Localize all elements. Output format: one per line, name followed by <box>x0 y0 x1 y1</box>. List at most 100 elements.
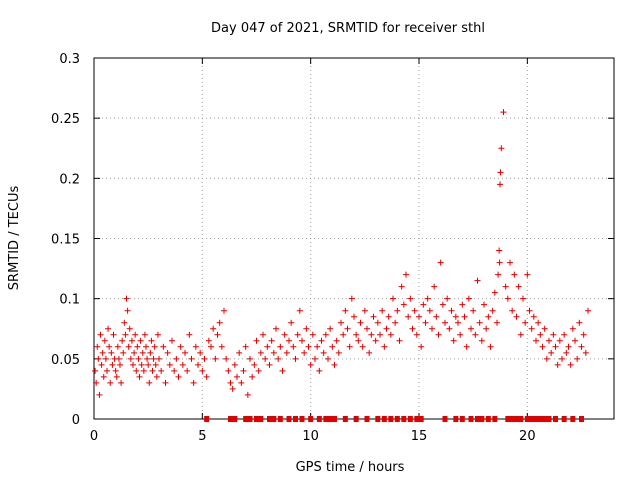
data-point-marker <box>133 367 140 374</box>
data-point-marker <box>156 355 162 362</box>
data-point-marker <box>556 337 563 344</box>
data-point-marker <box>138 361 145 368</box>
data-point-marker <box>500 109 507 116</box>
data-point-marker <box>270 349 277 356</box>
zero-point-marker <box>247 416 253 422</box>
data-point-marker <box>190 379 197 386</box>
data-point-marker <box>504 295 511 302</box>
data-point-marker <box>550 331 557 338</box>
zero-point-marker <box>228 416 233 422</box>
data-point-marker <box>141 331 148 338</box>
zero-point-marker <box>204 416 210 422</box>
zero-point-marker <box>529 416 535 422</box>
zero-point-marker <box>468 416 474 422</box>
data-point-marker <box>192 343 199 350</box>
data-point-marker <box>320 349 327 356</box>
data-point-marker <box>327 325 334 332</box>
data-point-marker <box>100 373 107 380</box>
zero-point-marker <box>509 416 515 422</box>
data-point-marker <box>162 379 169 386</box>
data-point-marker <box>112 367 119 374</box>
zero-point-marker <box>394 416 400 422</box>
data-point-marker <box>322 331 329 338</box>
data-point-marker <box>210 325 217 332</box>
zero-point-marker <box>505 416 511 422</box>
zero-point-marker <box>381 416 387 422</box>
zero-point-marker <box>271 416 277 422</box>
data-point-marker <box>578 343 585 350</box>
zero-point-marker <box>442 416 448 422</box>
data-point-marker <box>114 343 121 350</box>
data-point-marker <box>576 319 583 326</box>
data-point-marker <box>197 349 204 356</box>
data-point-marker <box>433 313 440 320</box>
data-point-marker <box>444 295 451 302</box>
data-point-marker <box>422 319 429 326</box>
data-point-marker <box>160 343 167 350</box>
data-point-marker <box>435 331 442 338</box>
data-point-marker <box>216 319 223 326</box>
data-point-marker <box>132 331 139 338</box>
data-point-marker <box>355 337 362 344</box>
data-point-marker <box>351 313 357 320</box>
data-point-marker <box>94 343 101 350</box>
data-point-marker <box>379 307 386 314</box>
x-tick-label: 15 <box>411 429 428 444</box>
data-point-marker <box>110 331 117 338</box>
data-point-marker <box>325 355 331 362</box>
data-point-marker <box>416 313 422 320</box>
data-point-marker <box>214 331 221 338</box>
data-point-marker <box>139 349 146 356</box>
data-point-marker <box>179 361 186 368</box>
data-point-marker <box>563 349 570 356</box>
data-point-marker <box>296 307 303 314</box>
zero-point-marker <box>277 416 283 422</box>
data-point-marker <box>144 355 151 362</box>
data-point-marker <box>158 367 165 374</box>
zero-point-marker <box>537 416 543 422</box>
data-point-marker <box>97 331 104 338</box>
data-point-marker <box>247 355 253 362</box>
data-point-marker <box>452 313 459 320</box>
data-point-marker <box>359 343 366 350</box>
data-point-marker <box>120 349 127 356</box>
data-point-marker <box>151 343 158 350</box>
data-point-marker <box>522 319 529 326</box>
data-point-marker <box>476 319 483 326</box>
data-point-marker <box>234 373 240 380</box>
data-point-marker <box>205 337 212 344</box>
data-point-marker <box>268 337 275 344</box>
data-point-marker <box>149 367 156 374</box>
data-point-marker <box>281 331 288 338</box>
zero-point-marker <box>353 416 359 422</box>
data-point-marker <box>411 307 418 314</box>
data-point-marker <box>137 337 144 344</box>
data-point-marker <box>286 337 292 344</box>
data-point-marker <box>134 343 141 350</box>
data-point-marker <box>231 361 238 368</box>
data-point-marker <box>150 355 157 362</box>
data-point-marker <box>199 367 206 374</box>
data-point-marker <box>182 349 188 356</box>
data-point-marker <box>175 373 182 380</box>
data-point-marker <box>340 331 347 338</box>
data-point-marker <box>439 301 446 308</box>
data-point-marker <box>524 271 531 278</box>
data-point-marker <box>478 337 485 344</box>
zero-point-marker <box>453 416 459 422</box>
data-point-marker <box>565 343 572 350</box>
zero-point-marker <box>316 416 322 422</box>
data-point-marker <box>140 367 147 374</box>
data-point-marker <box>495 271 502 278</box>
data-point-marker <box>166 361 173 368</box>
zero-point-marker <box>232 416 238 422</box>
data-point-marker <box>465 295 472 302</box>
data-point-marker <box>552 343 559 350</box>
data-point-marker <box>554 361 561 368</box>
data-point-marker <box>507 259 513 266</box>
data-point-marker <box>548 349 555 356</box>
data-point-marker <box>113 373 120 380</box>
data-point-marker <box>387 331 394 338</box>
zero-point-marker <box>533 416 539 422</box>
data-point-marker <box>537 331 544 338</box>
